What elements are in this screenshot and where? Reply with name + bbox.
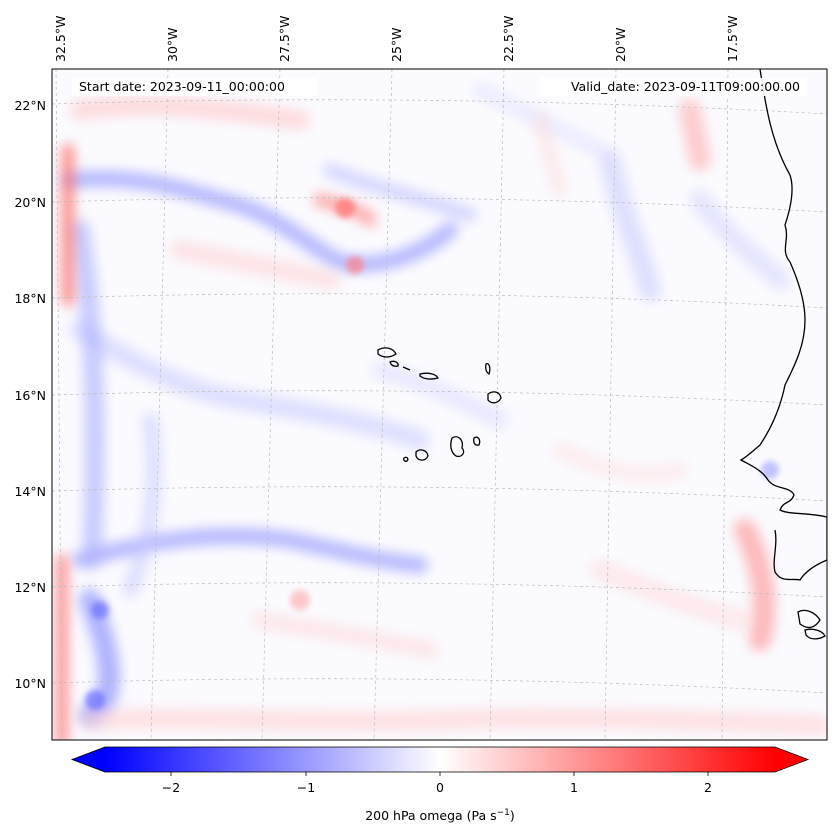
cabo-verde-maio [473,436,481,446]
lat-label-16n: 16°N [14,388,46,403]
cabo-verde-boa-vista [487,391,502,404]
colorbar: −2 −1 0 1 2 200 hPa omega (Pa s−1) [70,746,810,823]
colorbar-tick-2: 2 [704,780,712,795]
lat-label-10n: 10°N [14,676,46,691]
cabo-verde-santo-antao [377,347,397,358]
omega-field [52,69,827,740]
lon-label-20w: 20°W [613,27,628,62]
lat-label-12n: 12°N [14,580,46,595]
colorbar-extend-high [775,747,808,772]
cabo-verde-sao-nicolau [419,372,439,380]
cabo-verde-santa-luzia [402,366,411,371]
lon-label-25w: 25°W [389,27,404,62]
cabo-verde-santiago [450,436,465,458]
colorbar-scale [105,747,775,772]
west-africa-coast [739,69,827,581]
colorbar-tick-neg2: −2 [162,780,180,795]
lat-label-18n: 18°N [14,291,46,306]
map-border [51,68,828,741]
start-date-label: Start date: 2023-09-11_00:00:00 [79,79,285,94]
cabo-verde-sal [484,362,491,376]
colorbar-tick-1: 1 [570,780,578,795]
lon-label-32.5w: 32.5°W [53,16,68,62]
coastline [377,69,827,640]
cabo-verde-brava [403,456,409,462]
cabo-verde-sao-vicente [389,360,399,367]
latitude-gridlines [52,99,827,694]
cabo-verde-fogo [415,449,429,461]
lon-label-17.5w: 17.5°W [725,16,740,62]
colorbar-label: 200 hPa omega (Pa s−1) [365,808,515,823]
lat-label-20n: 20°N [14,195,46,210]
bissau-islands [797,609,826,640]
valid-date-label: Valid_date: 2023-09-11T09:00:00.00 [571,79,800,94]
colorbar-tick-0: 0 [436,780,444,795]
lon-label-27.5w: 27.5°W [277,16,292,62]
colorbar-tick-neg1: −1 [297,780,315,795]
longitude-gridlines [55,69,729,740]
lon-label-22.5w: 22.5°W [501,16,516,62]
lon-label-30w: 30°W [165,27,180,62]
longitude-labels: 32.5°W 30°W 27.5°W 25°W 22.5°W 20°W 17.5… [53,16,740,62]
lat-label-22n: 22°N [14,98,46,113]
lat-label-14n: 14°N [14,484,46,499]
colorbar-extend-low [72,747,105,772]
latitude-labels: 22°N 20°N 18°N 16°N 14°N 12°N 10°N [14,98,46,691]
